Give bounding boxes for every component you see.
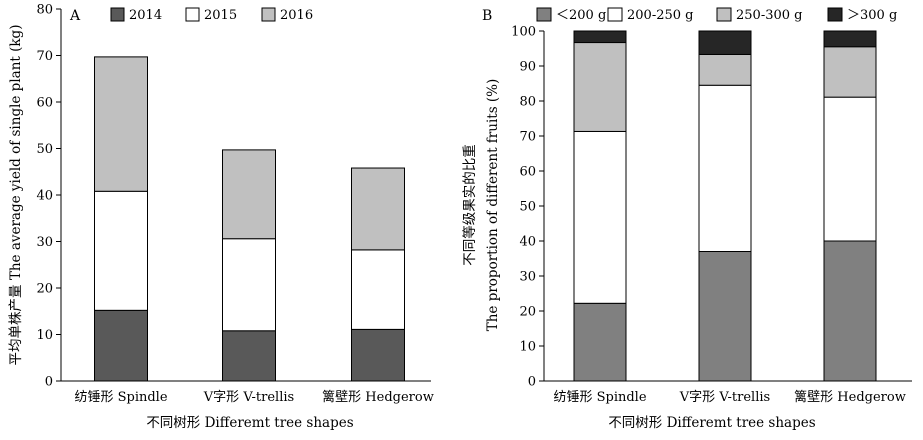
y-tick-label-b-4: 40 xyxy=(519,235,536,250)
panel-b-y-axis-label-en: The proportion of different fruits (%) xyxy=(485,79,501,332)
bar-segment-b-1-3 xyxy=(698,30,752,55)
bar-segment-b-2-3 xyxy=(823,30,877,48)
y-tick-label-b-6: 60 xyxy=(519,165,536,180)
bar-segment-b-2-2 xyxy=(823,46,877,98)
bar-segment-a-0-0 xyxy=(94,309,148,382)
x-tick-label-a-2: 篱壁形 Hedgerow xyxy=(322,390,434,405)
panel-a-axes: 纺锤形 Spindle V字形 V-trellis 篱壁形 Hedgerow 0 10 2… xyxy=(36,3,433,406)
panel-a-chart: A 平均单株产量 The average yield of single pla… xyxy=(8,3,434,432)
panel-a-x-axis-label: 不同树形 Differemt tree shapes xyxy=(146,415,353,431)
bar-segment-b-0-0 xyxy=(573,302,627,382)
y-tick-label-a-7: 70 xyxy=(36,49,53,64)
bar-segment-a-1-2 xyxy=(222,149,276,240)
y-tick-label-b-0: 0 xyxy=(528,375,536,390)
legend-label-a-1: 2015 xyxy=(204,8,237,23)
legend-swatch-a-1 xyxy=(185,7,200,22)
bar-segment-b-2-1 xyxy=(823,96,877,242)
bar-segment-b-1-1 xyxy=(698,84,752,252)
legend-swatch-b-3 xyxy=(827,7,843,22)
x-tick-label-b-0: 纺锤形 Spindle xyxy=(553,390,646,405)
legend-swatch-b-1 xyxy=(607,7,623,22)
bar-segment-a-2-1 xyxy=(351,249,405,330)
x-tick-label-b-2: 篱壁形 Hedgerow xyxy=(794,390,906,405)
bar-segment-a-1-0 xyxy=(222,330,276,382)
legend-label-b-0: ＜200 g xyxy=(556,8,606,23)
panel-b-chart: B 不同等级果实的比重 The proportion of different … xyxy=(461,7,912,431)
y-tick-label-a-0: 0 xyxy=(45,375,53,390)
y-tick-label-b-5: 50 xyxy=(519,200,536,215)
bar-segment-a-2-0 xyxy=(351,328,405,382)
bar-segment-a-0-1 xyxy=(94,190,148,311)
y-tick-label-a-2: 20 xyxy=(36,282,53,297)
panel-b-label: B xyxy=(482,8,492,24)
panel-a-y-axis-label: 平均单株产量 The average yield of single plant… xyxy=(8,25,24,366)
legend-swatch-a-0 xyxy=(110,7,125,22)
bar-segment-b-0-2 xyxy=(573,42,627,132)
bar-segment-a-1-1 xyxy=(222,238,276,332)
y-tick-label-a-8: 80 xyxy=(36,3,53,18)
panel-a-legend: 2014 2015 2016 xyxy=(110,7,313,23)
panel-b-y-axis-label-cn: 不同等级果实的比重 xyxy=(461,144,478,266)
y-tick-label-b-7: 70 xyxy=(519,130,536,145)
legend-label-a-0: 2014 xyxy=(129,8,162,23)
y-tick-label-a-4: 40 xyxy=(36,189,53,204)
panel-b-legend: ＜200 g 200-250 g 250-300 g ＞300 g xyxy=(536,7,897,23)
y-tick-label-b-2: 20 xyxy=(519,305,536,320)
panel-a-bars xyxy=(94,56,405,382)
x-tick-label-a-0: 纺锤形 Spindle xyxy=(74,390,167,405)
legend-swatch-b-2 xyxy=(716,7,732,22)
panel-b-x-axis-label: 不同树形 Differemt tree shapes xyxy=(608,415,815,431)
y-tick-label-b-1: 10 xyxy=(519,340,536,355)
bar-segment-a-0-2 xyxy=(94,56,148,192)
bar-segment-a-2-2 xyxy=(351,167,405,251)
legend-label-b-3: ＞300 g xyxy=(847,8,897,23)
panel-b-axes: 纺锤形 Spindle V字形 V-trellis 篱壁形 Hedgerow 0 10 2… xyxy=(511,25,912,405)
legend-label-a-2: 2016 xyxy=(280,8,313,23)
bar-segment-b-0-3 xyxy=(573,30,627,44)
panel-b-bars xyxy=(573,30,877,382)
y-tick-label-b-10: 100 xyxy=(511,25,536,40)
y-tick-label-a-3: 30 xyxy=(36,235,53,250)
y-tick-label-a-6: 60 xyxy=(36,96,53,111)
x-tick-label-b-1: V字形 V-trellis xyxy=(679,390,770,405)
legend-swatch-a-2 xyxy=(261,7,276,22)
bar-segment-b-0-1 xyxy=(573,130,627,304)
panel-a-label: A xyxy=(69,8,81,24)
y-tick-label-a-1: 10 xyxy=(36,328,53,343)
bar-segment-b-2-0 xyxy=(823,240,877,382)
y-tick-label-b-9: 90 xyxy=(519,60,536,75)
y-tick-label-a-5: 50 xyxy=(36,142,53,157)
bar-segment-b-1-0 xyxy=(698,251,752,382)
y-tick-label-b-3: 30 xyxy=(519,270,536,285)
bar-segment-b-1-2 xyxy=(698,53,752,86)
legend-label-b-2: 250-300 g xyxy=(736,8,802,23)
y-tick-label-b-8: 80 xyxy=(519,95,536,110)
x-tick-label-a-1: V字形 V-trellis xyxy=(203,390,294,405)
legend-label-b-1: 200-250 g xyxy=(627,8,693,23)
legend-swatch-b-0 xyxy=(536,7,552,22)
